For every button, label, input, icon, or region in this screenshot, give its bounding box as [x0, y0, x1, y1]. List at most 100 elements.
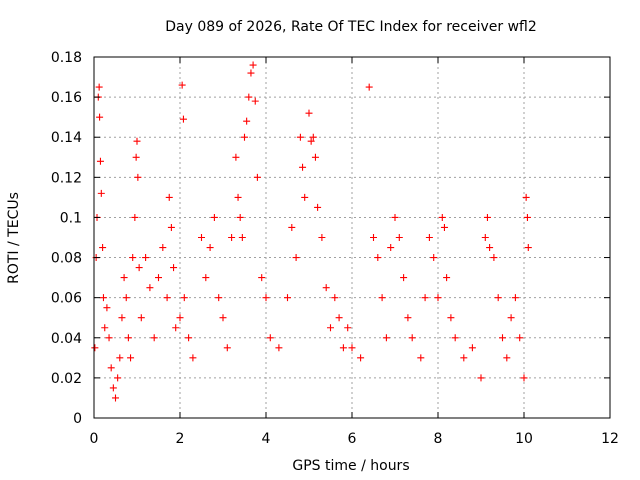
data-point: [167, 223, 175, 231]
data-point: [236, 213, 244, 221]
y-axis-label: ROTI / TECUs: [6, 192, 22, 284]
data-point: [296, 133, 304, 141]
data-point: [135, 264, 143, 272]
data-point: [179, 115, 187, 123]
data-point: [438, 213, 446, 221]
x-tick-label: 0: [90, 431, 99, 447]
data-point: [522, 193, 530, 201]
data-point: [523, 213, 531, 221]
data-point: [408, 334, 416, 342]
data-point: [307, 137, 315, 145]
data-point: [241, 133, 248, 141]
data-point: [348, 344, 356, 352]
x-tick-label: 10: [515, 431, 533, 447]
data-point: [234, 193, 242, 201]
data-point: [146, 284, 154, 292]
scatter-points: [91, 61, 532, 402]
data-point: [137, 314, 145, 322]
data-point: [155, 274, 162, 282]
data-point: [486, 244, 494, 252]
data-point: [477, 374, 485, 382]
data-point: [262, 294, 270, 302]
data-point: [165, 193, 173, 201]
data-point: [490, 254, 498, 262]
data-point: [451, 334, 459, 342]
data-point: [116, 354, 124, 362]
data-point: [311, 153, 319, 161]
data-point: [253, 173, 261, 181]
data-point: [425, 234, 433, 241]
y-tick-label: 0.14: [51, 130, 82, 146]
y-tick-label: 0.16: [51, 90, 82, 106]
data-point: [499, 334, 506, 342]
data-point: [309, 133, 317, 141]
data-point: [288, 223, 296, 231]
data-point: [215, 294, 223, 302]
data-point: [122, 294, 130, 302]
data-point: [172, 324, 180, 332]
data-point: [99, 244, 107, 252]
data-point: [344, 324, 352, 332]
y-tick-label: 0.02: [51, 371, 82, 387]
data-point: [134, 173, 142, 181]
data-point: [365, 83, 373, 91]
data-point: [468, 344, 476, 352]
data-point: [284, 294, 291, 302]
data-point: [238, 234, 246, 241]
data-point: [387, 244, 395, 252]
y-tick-label: 0.18: [51, 50, 82, 66]
x-tick-label: 4: [262, 431, 271, 447]
data-point: [447, 314, 455, 322]
data-point: [185, 334, 193, 342]
data-point: [112, 394, 119, 402]
data-point: [223, 344, 231, 352]
data-point: [318, 234, 326, 241]
data-point: [105, 334, 113, 342]
data-point: [378, 294, 386, 302]
y-tick-label: 0.1: [60, 210, 82, 226]
data-point: [142, 254, 150, 262]
data-point: [395, 234, 403, 241]
data-point: [400, 274, 408, 282]
y-tick-label: 0.12: [51, 170, 82, 186]
data-point: [159, 244, 167, 252]
data-point: [132, 153, 140, 161]
data-point: [292, 254, 300, 262]
data-point: [417, 354, 425, 362]
data-point: [249, 61, 257, 69]
data-point: [507, 314, 515, 322]
data-point: [251, 97, 259, 105]
data-point: [335, 314, 343, 322]
data-point: [322, 284, 330, 292]
y-tick-label: 0.04: [51, 331, 82, 347]
data-point: [481, 234, 489, 241]
data-point: [357, 354, 365, 362]
data-point: [107, 364, 115, 372]
data-point: [210, 213, 218, 221]
x-tick-label: 2: [176, 431, 185, 447]
data-point: [258, 274, 266, 282]
data-point: [202, 274, 210, 282]
data-point: [176, 314, 184, 322]
data-point: [91, 344, 99, 352]
data-point: [314, 203, 322, 211]
data-point: [124, 334, 132, 342]
data-point: [189, 354, 197, 362]
data-point: [391, 213, 399, 221]
data-point: [266, 334, 274, 342]
data-point: [232, 153, 240, 161]
x-tick-label: 8: [434, 431, 443, 447]
data-point: [494, 294, 502, 302]
data-point: [133, 137, 141, 145]
x-tick-labels: 0 2 4 6 8 10 12: [90, 431, 619, 447]
data-point: [524, 244, 532, 252]
data-point: [339, 344, 347, 352]
data-point: [131, 213, 139, 221]
data-point: [434, 294, 442, 302]
data-point: [120, 274, 128, 282]
data-point: [243, 117, 251, 125]
data-point: [114, 374, 122, 382]
data-point: [96, 113, 104, 121]
data-point: [511, 294, 519, 302]
